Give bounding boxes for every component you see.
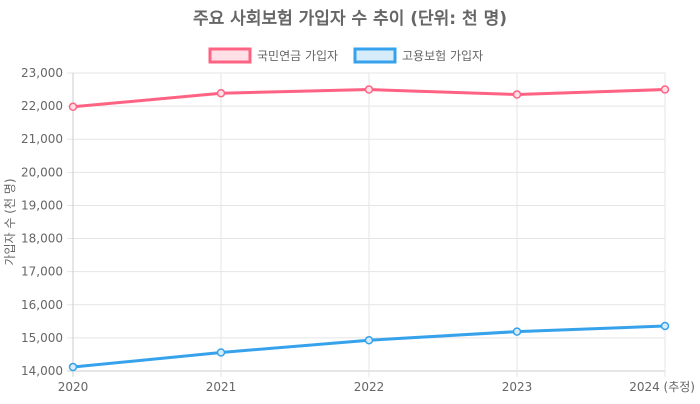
series-0: [68, 85, 670, 112]
legend-label: 국민연금 가입자: [257, 49, 338, 63]
x-tick-label: 2021: [206, 380, 237, 394]
y-tick-label: 22,000: [21, 99, 63, 113]
data-point: [68, 102, 78, 112]
x-tick-label: 2024 (추정): [629, 380, 695, 394]
data-point: [364, 85, 374, 94]
y-tick-label: 15,000: [21, 331, 63, 345]
y-tick-label: 23,000: [21, 66, 63, 80]
legend-item-0: 국민연금 가입자: [208, 47, 338, 64]
y-tick-label: 20,000: [21, 165, 63, 179]
legend: 국민연금 가입자 고용보험 가입자: [208, 47, 483, 64]
legend-swatch: [208, 47, 252, 64]
series-1: [68, 321, 670, 372]
y-tick-label: 14,000: [21, 364, 63, 378]
chart-title: 주요 사회보험 가입자 수 추이 (단위: 천 명): [193, 8, 507, 29]
data-point: [216, 88, 226, 98]
data-point: [512, 90, 522, 99]
data-point: [660, 321, 670, 331]
y-tick-label: 16,000: [21, 298, 63, 312]
y-tick-label: 18,000: [21, 232, 63, 246]
x-axis-ticks: 2020 2021 2022 2023 2024 (추정): [58, 380, 695, 394]
y-tick-label: 21,000: [21, 132, 63, 146]
x-tick-label: 2023: [502, 380, 533, 394]
y-tick-label: 19,000: [21, 198, 63, 212]
data-point: [216, 348, 226, 357]
grid: [67, 72, 666, 377]
data-point: [68, 362, 78, 372]
y-axis-label: 가입자 수 (천 명): [2, 178, 17, 265]
legend-label: 고용보험 가입자: [402, 49, 483, 63]
y-tick-label: 17,000: [21, 265, 63, 279]
legend-item-1: 고용보험 가입자: [353, 47, 483, 64]
y-axis-ticks: 14,000 15,000 16,000 17,000 18,000 19,000 20,0…: [21, 66, 63, 378]
data-point: [512, 327, 522, 336]
series-group: [68, 85, 670, 372]
x-tick-label: 2020: [58, 380, 89, 394]
data-point: [364, 335, 374, 345]
x-tick-label: 2022: [354, 380, 385, 394]
legend-swatch: [353, 47, 397, 64]
data-point: [660, 85, 670, 94]
